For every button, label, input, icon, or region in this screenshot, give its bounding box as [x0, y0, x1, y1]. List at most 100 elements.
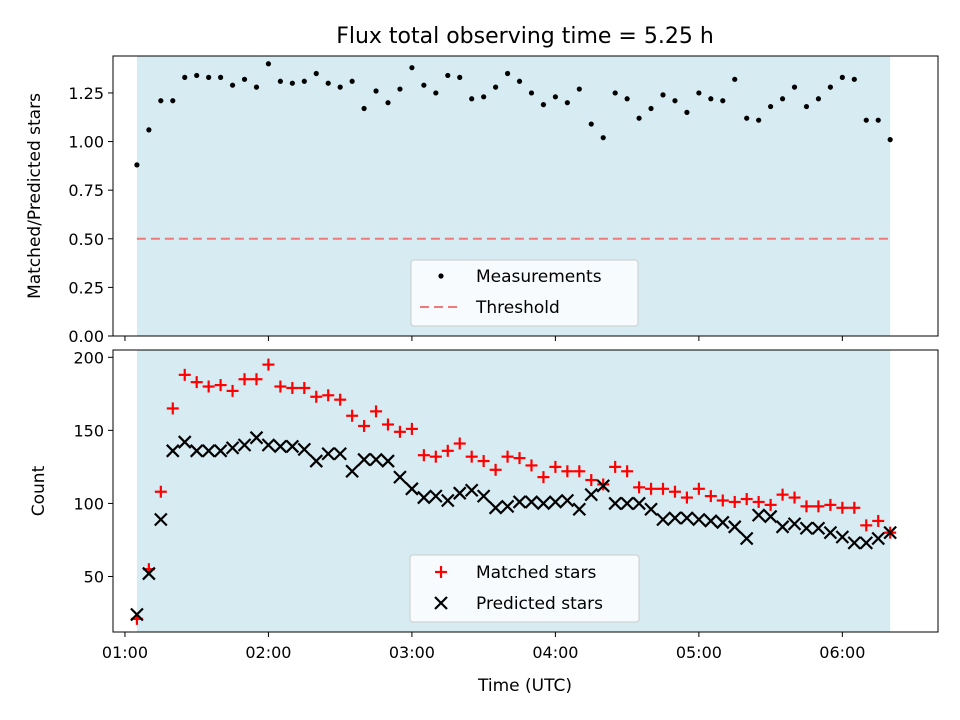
predicted-star-point [572, 502, 587, 517]
measurement-point [194, 72, 200, 79]
top-panel: 0.00 0.25 0.50 0.75 1.00 1.25 Flux total obse… [25, 24, 939, 346]
matched-star-point [334, 393, 347, 406]
measurement-point [373, 88, 379, 94]
measurement-point [672, 98, 678, 104]
measurement-point [851, 76, 857, 82]
measurement-point [349, 78, 355, 84]
matched-star-point [812, 500, 825, 513]
measurement-point [469, 96, 475, 102]
bottom-y-axis-label: Count [29, 465, 49, 516]
predicted-star-point [297, 442, 312, 457]
bottom-x-tick-label: 05:00 [676, 643, 722, 662]
predicted-star-point [727, 520, 742, 534]
matched-star-point [214, 379, 227, 392]
matched-star-point [561, 465, 574, 478]
measurement-point [421, 82, 427, 88]
measurement-point [493, 84, 499, 90]
predicted-star-point [632, 496, 646, 511]
predicted-star-point [166, 444, 180, 458]
matched-star-point [585, 474, 598, 487]
measurement-point [875, 117, 881, 123]
measurement-point [756, 117, 762, 123]
predicted-star-point [536, 496, 551, 511]
top-y-tick-label: 0.25 [68, 278, 104, 297]
predicted-star-point [321, 446, 335, 461]
predicted-star-point [871, 531, 885, 546]
predicted-star-point [739, 531, 754, 546]
predicted-star-point [309, 454, 324, 468]
matched-star-point [633, 481, 646, 494]
matched-star-point [382, 418, 394, 431]
matched-star-point [680, 491, 693, 504]
measurement-point [457, 74, 463, 80]
matched-star-point [310, 390, 323, 403]
measurement-point [170, 98, 176, 104]
top-y-ticks: 0.00 0.25 0.50 0.75 1.00 1.25 [68, 84, 113, 346]
matched-star-point [573, 465, 586, 478]
matched-star-point [262, 358, 275, 371]
matched-stars-legend-label: Matched stars [476, 563, 596, 583]
measurement-point [206, 74, 212, 80]
measurement-point [887, 137, 893, 143]
predicted-star-point [512, 495, 527, 509]
matched-star-point [824, 498, 837, 511]
predicted-star-point [225, 441, 240, 455]
bottom-legend-box [409, 554, 640, 623]
predicted-star-point [393, 470, 407, 484]
predicted-star-point [381, 454, 395, 468]
matched-star-point [740, 493, 753, 506]
predicted-star-point [775, 520, 790, 534]
top-legend-box [410, 259, 639, 327]
matched-star-point [537, 471, 550, 484]
predicted-stars-legend-marker [434, 596, 448, 610]
measurement-point [229, 82, 236, 88]
predicted-star-point [716, 515, 730, 530]
measurement-point [337, 84, 343, 90]
predicted-star-point [680, 511, 694, 525]
matched-star-point [429, 450, 442, 463]
measurement-point [301, 78, 307, 84]
matched-star-point [513, 452, 526, 465]
matched-star-point [441, 444, 454, 457]
measurement-point [146, 127, 152, 133]
measurement-point [241, 76, 248, 82]
predicted-star-point [369, 452, 383, 467]
matched-star-point [657, 482, 669, 495]
predicted-star-point [704, 514, 718, 528]
predicted-star-point [441, 493, 455, 508]
matched-star-point [836, 501, 849, 514]
measurement-point [815, 96, 822, 102]
predicted-star-point [417, 490, 431, 505]
matched-star-point [274, 380, 287, 393]
bottom-axes-frame [112, 349, 939, 633]
matched-star-point [238, 373, 251, 386]
measurement-point [732, 76, 738, 82]
measurement-point [433, 90, 439, 96]
top-y-tick-label: 0.75 [68, 181, 104, 200]
predicted-star-point [596, 479, 610, 493]
measurement-point [218, 74, 224, 80]
matched-star-point [166, 402, 179, 415]
matched-star-point [645, 482, 658, 495]
matched-star-point [764, 498, 777, 511]
measurement-point [612, 90, 618, 96]
matched-star-point [776, 488, 789, 501]
predicted-star-point [560, 493, 575, 508]
matched-star-point [872, 514, 885, 527]
matched-star-point [525, 459, 538, 472]
predicted-star-point [608, 496, 622, 511]
matched-star-point [728, 495, 741, 508]
predicted-star-point [452, 486, 467, 500]
measurement-point [708, 96, 714, 102]
predicted-star-point [811, 521, 826, 536]
bottom-x-tick-label: 02:00 [245, 643, 291, 662]
measurement-point [588, 121, 594, 127]
predicted-star-point [177, 435, 192, 449]
matched-star-point [322, 389, 335, 402]
matched-star-point [668, 485, 681, 498]
measurement-point [576, 86, 582, 92]
top-y-tick-label: 1.25 [68, 84, 104, 103]
bottom-y-tick-label: 150 [73, 421, 104, 440]
predicted-star-point [644, 502, 658, 517]
